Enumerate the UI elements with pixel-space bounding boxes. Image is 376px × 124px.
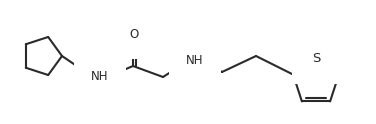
Text: S: S — [312, 51, 320, 64]
Text: NH: NH — [91, 71, 109, 83]
Text: NH: NH — [186, 55, 204, 67]
Text: O: O — [130, 29, 139, 42]
